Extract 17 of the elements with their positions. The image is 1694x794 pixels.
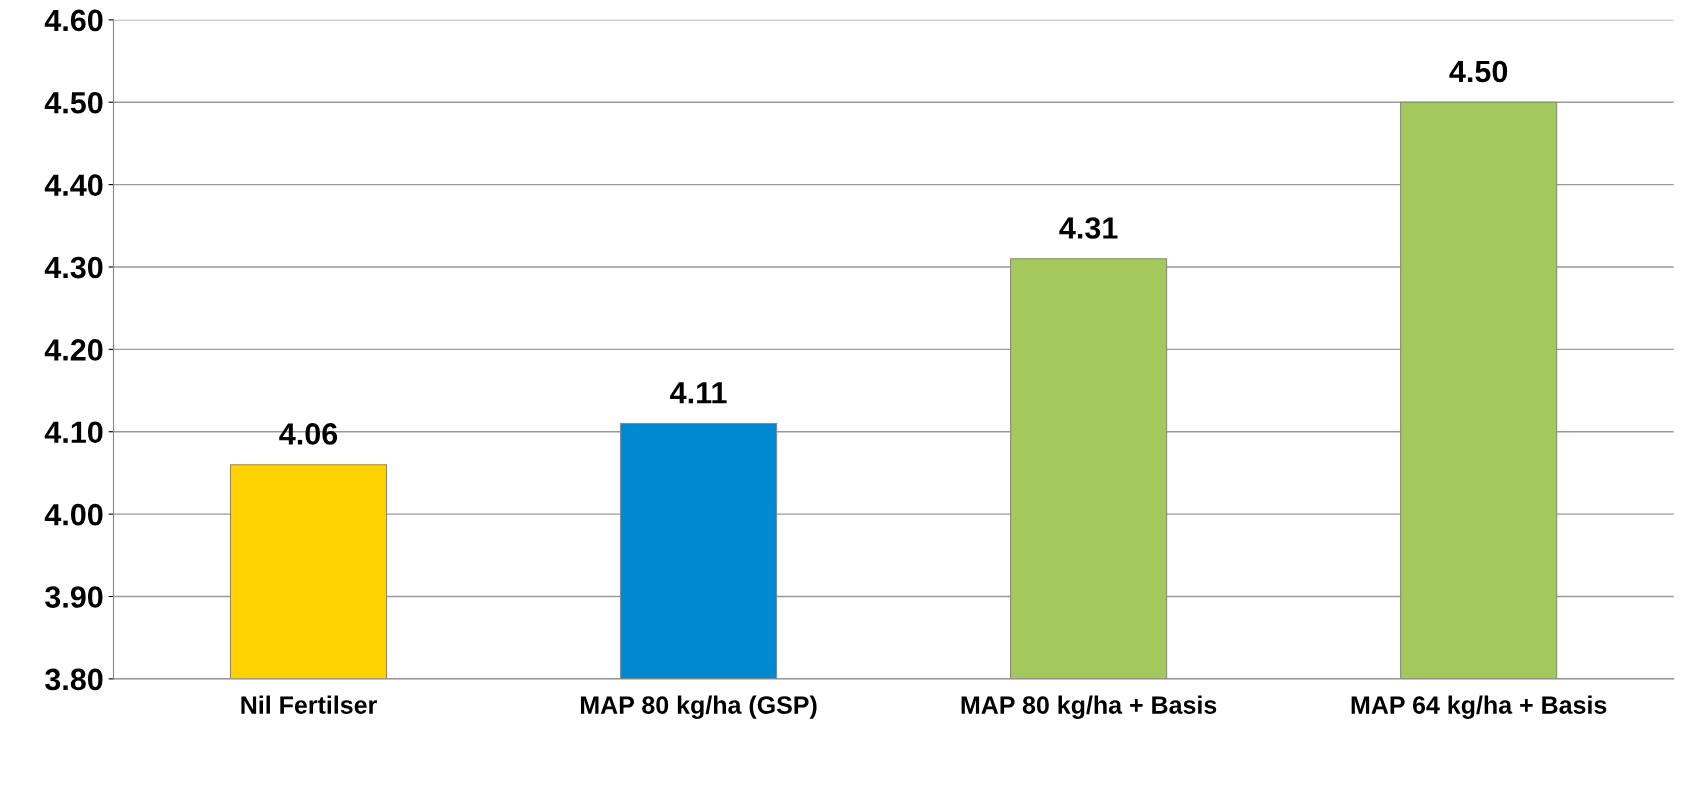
data-label: 4.50: [1449, 60, 1508, 83]
y-tick-label: 4.10: [44, 421, 103, 444]
x-tick-label: MAP 80 kg/ha + Basis: [961, 695, 1217, 719]
x-tick-label: Nil Fertilser: [241, 695, 377, 714]
data-label: 4.06: [279, 423, 338, 445]
y-tick-label: 4.60: [44, 9, 103, 32]
data-label: 4.11: [670, 382, 727, 404]
data-label: 4.31: [1059, 217, 1118, 239]
y-tick-label: 4.00: [44, 503, 103, 526]
x-tick-label: MAP 64 kg/ha + Basis: [1351, 695, 1607, 719]
y-tick-label: 3.90: [45, 586, 103, 608]
y-tick-label: 4.20: [44, 339, 103, 361]
y-tick-label: 4.30: [44, 256, 103, 279]
y-tick-label: 4.40: [44, 174, 103, 196]
y-tick-label: 3.80: [45, 668, 103, 691]
y-tick-label: 4.50: [44, 91, 103, 114]
x-tick-label: MAP 80 kg/ha (GSP): [580, 695, 817, 719]
